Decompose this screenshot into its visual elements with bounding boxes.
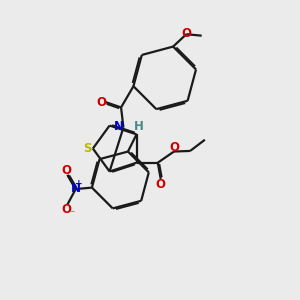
Text: ⁻: ⁻ (69, 210, 74, 220)
Text: N: N (70, 182, 80, 195)
Text: O: O (97, 96, 106, 109)
Text: H: H (134, 120, 143, 134)
Text: O: O (169, 141, 179, 154)
Text: N: N (114, 120, 124, 134)
Text: O: O (61, 164, 71, 177)
Text: O: O (61, 203, 71, 216)
Text: S: S (83, 142, 91, 155)
Text: O: O (156, 178, 166, 191)
Text: +: + (75, 179, 83, 188)
Text: O: O (182, 27, 192, 40)
